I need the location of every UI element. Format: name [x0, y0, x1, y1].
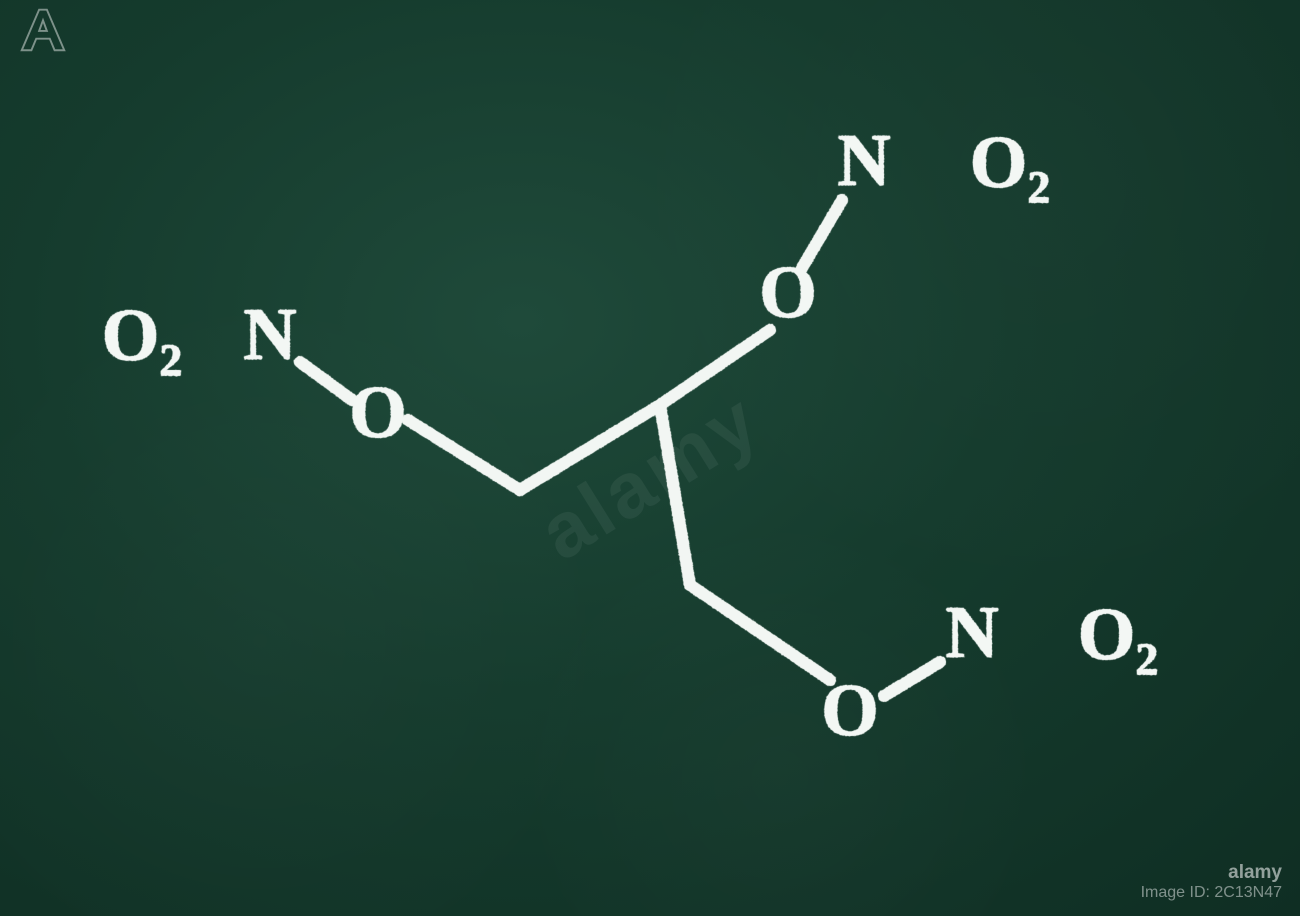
bond-C2-C3 — [660, 405, 690, 585]
chalkboard-canvas: ONO2ONO2ONO2 alamy alamy Image ID: 2C13N… — [0, 0, 1300, 916]
atom-O_bot: O — [821, 670, 879, 752]
atom-N_bot: N — [945, 592, 998, 674]
atom-O2_bot: O2 — [1078, 594, 1159, 684]
bond-O_bot-N_bot — [884, 662, 940, 696]
atom-O_top: O — [759, 252, 817, 334]
bond-O_left-C1 — [408, 420, 520, 490]
atom-N_top: N — [837, 120, 890, 202]
atom-O2_top: O2 — [970, 122, 1051, 212]
atoms-layer: ONO2ONO2ONO2 — [102, 120, 1159, 752]
atom-O_left: O — [349, 372, 407, 454]
bond-N_left-O_left — [300, 362, 352, 400]
bond-C3-C4 — [690, 585, 830, 680]
bond-C1-C2 — [520, 405, 660, 490]
atom-N_left: N — [243, 294, 296, 376]
bonds-layer — [192, 161, 1070, 696]
atom-O2_left: O2 — [102, 295, 183, 385]
bond-C2-O_top — [660, 330, 770, 405]
structure-svg: ONO2ONO2ONO2 — [0, 0, 1300, 916]
